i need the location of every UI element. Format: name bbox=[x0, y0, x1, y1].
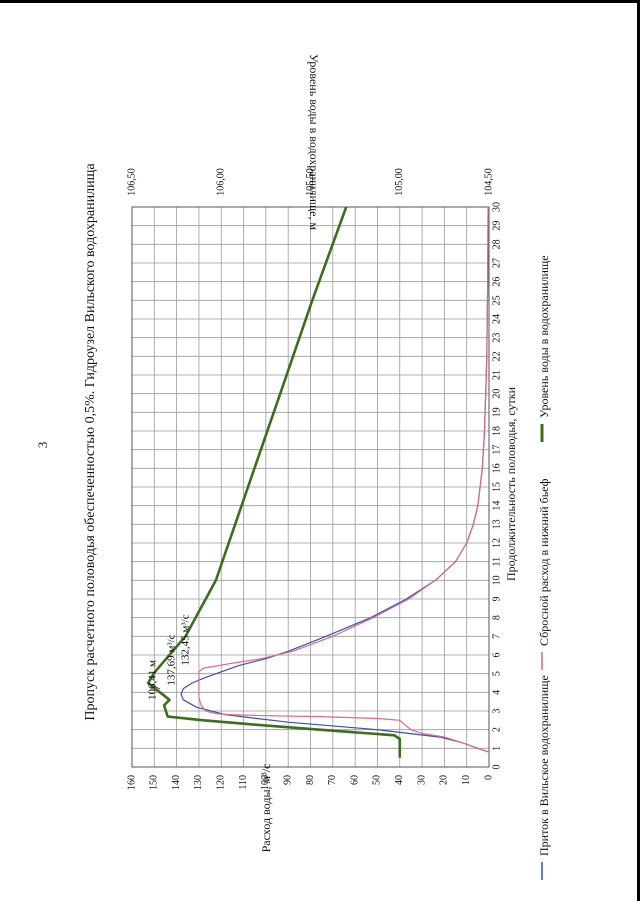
x-tick-label: 5 bbox=[491, 671, 502, 676]
chart-series bbox=[146, 206, 490, 758]
x-tick-label: 6 bbox=[491, 653, 502, 658]
series-line-1 bbox=[180, 206, 490, 753]
legend-label-1: Приток в Вильское водохранилище bbox=[537, 675, 551, 856]
chart-legend: Приток в Вильское водохранилище Сбросной … bbox=[537, 255, 551, 880]
annotation-max-inflow: 137,69 м³/с bbox=[166, 634, 178, 685]
x-tick-label: 0 bbox=[491, 765, 502, 770]
page-frame-right bbox=[637, 0, 640, 901]
y-tick-label: 70 bbox=[327, 775, 338, 785]
series-line-3 bbox=[146, 206, 402, 758]
chart-ticks: 0102030405060708090100110120130140150160… bbox=[126, 168, 502, 790]
chart-grid bbox=[131, 206, 490, 768]
y-tick-label: 40 bbox=[394, 775, 405, 785]
x-tick-label: 12 bbox=[491, 538, 502, 548]
series-line-2 bbox=[198, 206, 490, 753]
y2-tick-label: 105,00 bbox=[394, 168, 405, 196]
y2-tick-label: 105,50 bbox=[305, 168, 316, 196]
y-tick-label: 150 bbox=[149, 775, 160, 790]
x-tick-label: 30 bbox=[491, 202, 502, 212]
y-axis-label: Расход воды, м³/с bbox=[259, 764, 273, 853]
chart-axes bbox=[131, 206, 490, 768]
x-axis-label: Продолжительность половодья, сутки bbox=[504, 386, 518, 581]
x-tick-label: 27 bbox=[491, 258, 502, 268]
x-tick-label: 11 bbox=[491, 557, 502, 567]
y-tick-label: 80 bbox=[305, 775, 316, 785]
annotation-max-level: 106,41 м bbox=[147, 660, 159, 700]
x-tick-label: 18 bbox=[491, 426, 502, 436]
chart-annotations: 106,41 м 137,69 м³/с 132,45 м³/с bbox=[147, 614, 192, 700]
x-tick-label: 28 bbox=[491, 239, 502, 249]
x-tick-label: 14 bbox=[491, 501, 502, 511]
y2-tick-label: 106,00 bbox=[216, 168, 227, 196]
page-frame-top bbox=[0, 0, 640, 3]
y-tick-label: 100 bbox=[260, 775, 271, 790]
y-tick-label: 120 bbox=[216, 775, 227, 790]
y-tick-label: 20 bbox=[439, 775, 450, 785]
y2-tick-label: 106,50 bbox=[126, 168, 137, 196]
x-tick-label: 22 bbox=[491, 351, 502, 361]
x-tick-label: 7 bbox=[491, 634, 502, 639]
legend-label-2: Сбросной расход в нижний бьеф bbox=[537, 478, 551, 646]
x-tick-label: 13 bbox=[491, 519, 502, 529]
x-tick-label: 25 bbox=[491, 295, 502, 305]
x-tick-label: 3 bbox=[491, 709, 502, 714]
x-tick-label: 26 bbox=[491, 277, 502, 287]
y-tick-label: 160 bbox=[126, 775, 137, 790]
x-tick-label: 21 bbox=[491, 370, 502, 380]
y-tick-label: 90 bbox=[282, 775, 293, 785]
x-tick-label: 16 bbox=[491, 463, 502, 473]
x-tick-label: 2 bbox=[491, 727, 502, 732]
x-tick-label: 23 bbox=[491, 333, 502, 343]
y-tick-label: 0 bbox=[483, 775, 494, 780]
y-tick-label: 50 bbox=[372, 775, 383, 785]
y2-axis-label: Уровень воды в водохранилище, м bbox=[307, 54, 321, 231]
y-tick-label: 130 bbox=[193, 775, 204, 790]
x-tick-label: 17 bbox=[491, 445, 502, 455]
y-tick-label: 110 bbox=[238, 775, 249, 790]
x-tick-label: 9 bbox=[491, 597, 502, 602]
x-tick-label: 15 bbox=[491, 482, 502, 492]
plot-border bbox=[131, 206, 490, 768]
x-tick-label: 10 bbox=[491, 575, 502, 585]
y-tick-label: 10 bbox=[461, 775, 472, 785]
legend-label-3: Уровень воды в водохранилище bbox=[537, 255, 551, 418]
x-tick-label: 8 bbox=[491, 615, 502, 620]
x-tick-label: 4 bbox=[491, 690, 502, 695]
x-tick-label: 24 bbox=[491, 314, 502, 324]
y-tick-label: 30 bbox=[416, 775, 427, 785]
x-tick-label: 1 bbox=[491, 746, 502, 751]
y2-tick-label: 104,50 bbox=[483, 168, 494, 196]
annotation-leader bbox=[147, 682, 161, 690]
x-tick-label: 29 bbox=[491, 221, 502, 231]
annotation-max-outflow: 132,45 м³/с bbox=[180, 614, 192, 665]
y-tick-label: 140 bbox=[171, 775, 182, 790]
x-tick-label: 20 bbox=[491, 389, 502, 399]
y-tick-label: 60 bbox=[349, 775, 360, 785]
x-tick-label: 19 bbox=[491, 407, 502, 417]
